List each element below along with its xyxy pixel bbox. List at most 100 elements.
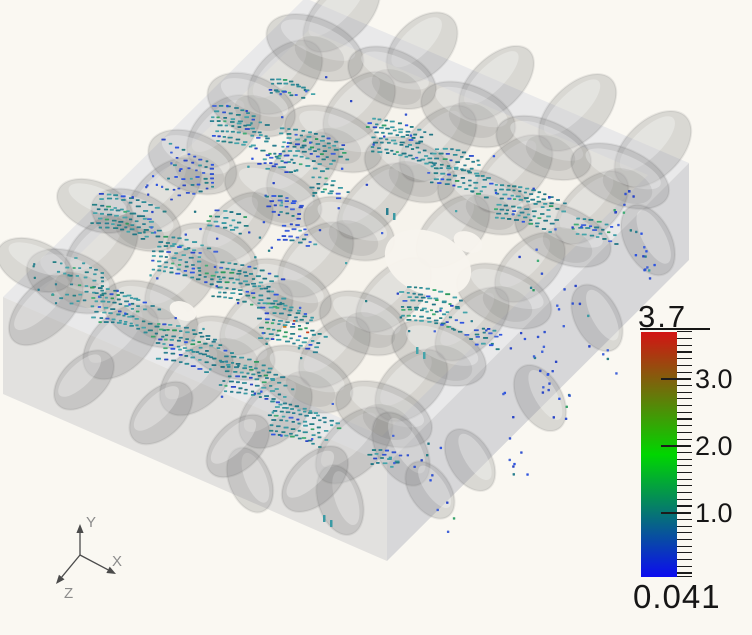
colorbar-tick-minor bbox=[677, 532, 692, 534]
yarn-capsule bbox=[143, 246, 218, 321]
yarn-capsule bbox=[206, 71, 297, 138]
colorbar-tick-minor bbox=[677, 391, 692, 393]
scalar-bar-top-rule bbox=[640, 328, 710, 330]
yarn-capsule bbox=[302, 0, 382, 54]
yarn-capsule bbox=[434, 286, 511, 362]
woven-yarns bbox=[0, 0, 693, 536]
colorbar-tick-minor bbox=[677, 559, 692, 561]
yarn-capsule bbox=[124, 156, 203, 234]
yarn-capsule bbox=[570, 283, 624, 353]
yarn-capsule bbox=[613, 109, 693, 189]
yarn-crossing-shadow bbox=[362, 404, 413, 440]
colorbar-tick-minor bbox=[677, 364, 692, 366]
yarn-crossing-shadow bbox=[422, 345, 473, 381]
colorbar-tick-major bbox=[661, 512, 691, 514]
colorbar-tick-minor bbox=[677, 518, 692, 520]
colorbar-tick-minor bbox=[677, 425, 692, 427]
yarn-capsule bbox=[457, 44, 535, 122]
yarn-capsule bbox=[225, 446, 275, 514]
axis-label-y: Y bbox=[86, 514, 96, 531]
particle-trace-cluster bbox=[257, 302, 328, 354]
orientation-axes: X Y Z bbox=[56, 514, 122, 602]
yarn-capsule bbox=[283, 104, 384, 174]
particle-trace-cluster bbox=[367, 434, 416, 468]
yarn-capsule bbox=[404, 460, 456, 520]
yarn-capsule bbox=[346, 45, 438, 110]
yarn-crossing-shadow bbox=[482, 286, 533, 322]
colorbar-tick-minor bbox=[677, 505, 692, 507]
yarn-capsule bbox=[265, 13, 365, 83]
yarn-crossing-shadow bbox=[294, 36, 345, 72]
colorbar-tick-minor bbox=[677, 351, 692, 353]
colorbar-tick-minor bbox=[677, 485, 692, 487]
particle-trace-cluster bbox=[469, 320, 527, 351]
particle-trace-cluster bbox=[323, 515, 333, 527]
x-axis-line bbox=[79, 554, 109, 571]
yarn-capsule bbox=[276, 221, 355, 299]
particle-trace-cluster bbox=[149, 231, 222, 289]
yarn-capsule bbox=[334, 379, 434, 449]
colorbar-tick-minor bbox=[677, 498, 692, 500]
particle-trace-cluster bbox=[386, 208, 396, 220]
weave-gap bbox=[453, 231, 483, 253]
yarn-crossing-shadow bbox=[345, 312, 396, 348]
weave-gap bbox=[169, 301, 197, 321]
colorbar-tick-minor bbox=[677, 538, 692, 541]
particle-trace-cluster bbox=[532, 335, 571, 421]
particle-trace-cluster bbox=[427, 147, 497, 199]
particle-trace-cluster bbox=[416, 347, 426, 359]
colorbar-tick-label: 1.0 bbox=[695, 497, 733, 528]
colorbar-tick-minor bbox=[677, 458, 692, 460]
scalar-bar-max-label: 3.7 bbox=[638, 299, 688, 334]
particle-trace-cluster bbox=[396, 286, 470, 336]
particle-trace-cluster bbox=[267, 400, 342, 448]
particle-trace-cluster bbox=[628, 190, 631, 193]
yarn-capsule bbox=[254, 344, 354, 414]
particle-trace-cluster bbox=[613, 192, 656, 280]
particle-trace-cluster bbox=[248, 195, 304, 234]
yarn-crossing-shadow bbox=[388, 161, 439, 197]
yarn-capsule bbox=[553, 170, 630, 246]
yarn-capsule bbox=[182, 315, 276, 382]
yarn-capsule bbox=[570, 142, 671, 210]
colorbar-tick-label: 2.0 bbox=[695, 430, 733, 461]
yarn-capsule bbox=[280, 445, 350, 513]
z-axis-line bbox=[61, 554, 81, 578]
colorbar-tick-major bbox=[661, 445, 691, 447]
particle-traces bbox=[32, 76, 656, 534]
yarn-capsule bbox=[297, 315, 372, 389]
yarn-capsule bbox=[512, 363, 568, 433]
scalar-bar-gradient bbox=[641, 332, 677, 577]
particle-trace-cluster bbox=[548, 196, 551, 199]
yarn-capsule bbox=[374, 348, 449, 423]
particle-trace-cluster bbox=[502, 391, 529, 476]
yarn-crossing-shadow bbox=[448, 102, 499, 138]
colorbar-tick-minor bbox=[677, 431, 692, 433]
particle-trace-cluster bbox=[518, 248, 565, 334]
particle-trace-cluster bbox=[247, 141, 312, 185]
yarn-crossing-shadow bbox=[602, 168, 653, 204]
yarn-capsule bbox=[443, 428, 497, 492]
colorbar-tick-minor bbox=[677, 371, 692, 373]
yarn-crossing-shadow bbox=[465, 194, 516, 230]
colorbar-tick-minor bbox=[677, 451, 692, 454]
yarn-capsule bbox=[53, 349, 115, 411]
yarn-crossing-shadow bbox=[268, 279, 319, 315]
colorbar-tick-minor bbox=[677, 411, 692, 413]
yarn-crossing-shadow bbox=[54, 272, 105, 308]
yarn-capsule bbox=[318, 289, 409, 357]
colorbar-tick-minor bbox=[677, 331, 692, 333]
yarn-capsule bbox=[158, 341, 235, 417]
colorbar-tick-minor bbox=[677, 338, 692, 340]
yarn-capsule bbox=[246, 39, 324, 116]
particle-trace-cluster bbox=[258, 223, 322, 252]
yarn-capsule bbox=[495, 114, 593, 182]
z-axis-arrowhead bbox=[56, 574, 65, 584]
colorbar-tick-minor bbox=[677, 552, 692, 554]
yarn-capsule bbox=[205, 413, 271, 479]
particle-trace-cluster bbox=[571, 203, 626, 245]
yarn-capsule bbox=[128, 380, 194, 446]
particle-trace-cluster bbox=[209, 104, 284, 158]
